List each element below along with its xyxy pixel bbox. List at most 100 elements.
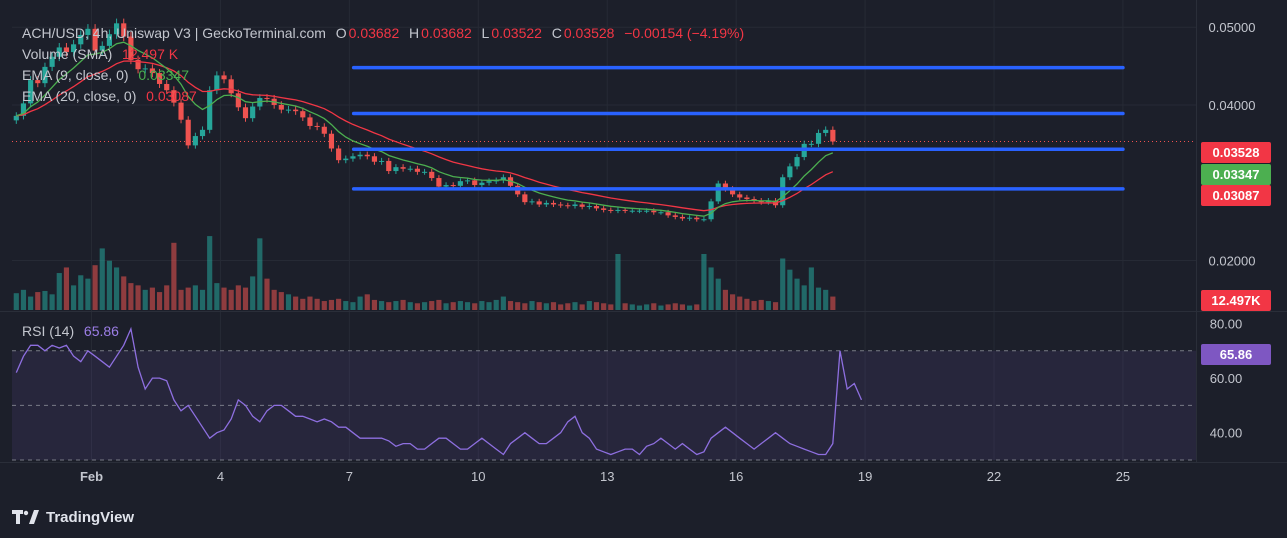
high-label: H	[409, 25, 420, 41]
close-value: 0.03528	[563, 25, 615, 41]
candle-body	[601, 208, 607, 210]
rsi-line	[15, 326, 863, 456]
volume-bar	[63, 267, 70, 310]
candle-body	[235, 93, 241, 108]
volume-bar	[823, 289, 829, 310]
candle-body	[142, 68, 148, 70]
rsi-legend[interactable]: RSI (14) 65.86	[22, 323, 121, 339]
candle-body	[472, 180, 478, 186]
candle-body	[593, 206, 600, 209]
volume-bar	[221, 287, 227, 310]
candle-body	[651, 210, 657, 213]
volume-bar	[379, 301, 385, 310]
x-tick-label: 4	[217, 469, 224, 484]
candle-body	[536, 201, 542, 205]
volume-bar	[751, 301, 757, 310]
candle-body	[421, 171, 428, 173]
ema9-price-tag: 0.03347	[1201, 164, 1271, 185]
candle-body	[687, 217, 693, 219]
x-tick-label: 22	[987, 469, 1001, 484]
time-axis-ticks: Feb 4 7 10 13 16 19 22 25	[80, 469, 1130, 484]
volume-bar	[357, 296, 363, 310]
volume-bar	[264, 278, 270, 310]
volume-bar	[615, 254, 621, 310]
candle-body	[558, 204, 564, 206]
candle-body	[357, 154, 363, 157]
volume-bar	[199, 289, 206, 310]
rsi-tick-label: 40.00	[1210, 426, 1243, 441]
x-tick-label: 19	[858, 469, 872, 484]
ema9-legend[interactable]: EMA (9, close, 0) 0.03347	[22, 67, 191, 83]
volume-bar	[608, 304, 614, 310]
candle-body	[135, 59, 141, 70]
candle-body	[579, 204, 585, 207]
candle-body	[264, 97, 270, 99]
candle-body	[608, 209, 614, 211]
rsi-tick-label: 60.00	[1210, 371, 1243, 386]
header-legend: ACH/USD, 4h, Uniswap V3 | GeckoTerminal.…	[22, 25, 746, 41]
volume-bar	[207, 236, 213, 310]
tradingview-logo[interactable]: TradingView	[12, 506, 134, 528]
candle-body	[436, 178, 442, 187]
rsi-tag: 65.86	[1201, 344, 1271, 365]
volume-bar	[278, 292, 284, 310]
volume-bar	[515, 302, 521, 310]
volume-bar	[113, 267, 120, 310]
ema20-legend[interactable]: EMA (20, close, 0) 0.03087	[22, 88, 199, 104]
candle-body	[250, 106, 256, 119]
candle-body	[522, 194, 528, 203]
volume-bar	[285, 294, 292, 310]
volume-legend[interactable]: Volume (SMA) 12.497 K	[22, 46, 180, 62]
candle-body	[171, 90, 177, 103]
candle-body	[443, 185, 449, 187]
candle-body	[586, 206, 592, 208]
price-axis-ticks: 0.05000 0.04000 0.02000	[1209, 20, 1256, 268]
candle-body	[615, 209, 621, 211]
candle-body	[450, 185, 456, 187]
candle-body	[694, 217, 700, 220]
candle-body	[42, 66, 48, 84]
candle-body	[622, 209, 628, 211]
volume-bar	[164, 285, 170, 310]
x-tick-label: 13	[600, 469, 614, 484]
candle-body	[429, 171, 435, 179]
open-value: 0.03682	[348, 25, 400, 41]
x-tick-label: 25	[1116, 469, 1130, 484]
candle-body	[307, 117, 313, 126]
volume-label: Volume (SMA)	[22, 46, 113, 62]
rsi-axis-ticks: 80.00 60.00 40.00	[1210, 316, 1243, 440]
support-resistance-lines[interactable]	[351, 65, 1125, 191]
volume-bar	[579, 304, 585, 310]
rsi-value: 65.86	[83, 323, 119, 339]
volume-bar	[314, 298, 320, 310]
low-value: 0.03522	[491, 25, 542, 41]
volume-bar	[429, 301, 435, 310]
high-value: 0.03682	[421, 25, 472, 41]
candle-body	[393, 167, 399, 172]
volume-bar	[830, 296, 836, 310]
volume-bar	[529, 301, 535, 310]
candle-body	[164, 83, 170, 91]
candle-body	[486, 181, 492, 183]
candle-body	[13, 115, 19, 121]
symbol-title[interactable]: ACH/USD, 4h, Uniswap V3 | GeckoTerminal.…	[22, 25, 326, 41]
volume-bar	[192, 285, 198, 310]
volume-value: 12.497 K	[122, 46, 179, 62]
candle-body	[464, 180, 471, 182]
volume-bar	[550, 302, 557, 310]
candle-body	[321, 126, 327, 134]
volume-bar	[457, 301, 463, 310]
volume-tag: 12.497K	[1201, 290, 1271, 311]
candle-body	[751, 199, 757, 201]
x-tick-label: 10	[471, 469, 485, 484]
tradingview-icon	[12, 510, 39, 524]
candle-body	[149, 68, 155, 74]
volume-bar	[536, 302, 542, 310]
volume-bar	[486, 302, 492, 310]
volume-bar	[780, 258, 786, 310]
rsi-band-lines	[12, 350, 1196, 461]
candle-body	[199, 129, 206, 137]
candle-body	[500, 177, 506, 181]
volume-bar	[665, 304, 671, 310]
